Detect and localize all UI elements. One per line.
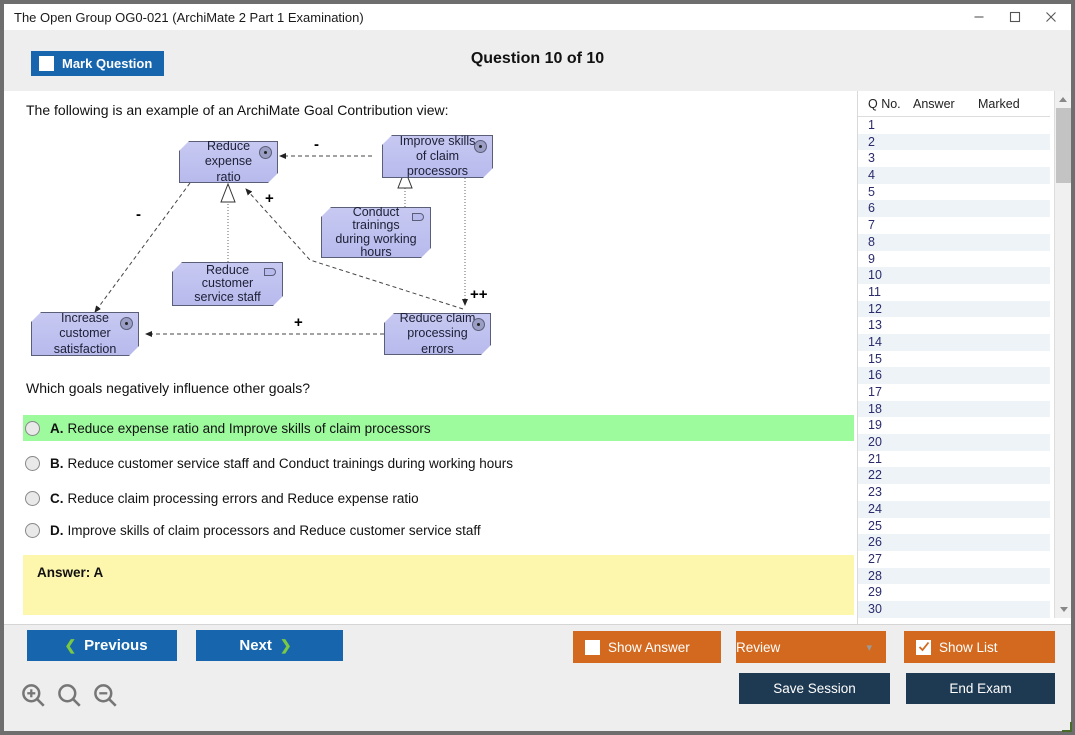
svg-text:-: - bbox=[314, 136, 319, 153]
svg-text:+: + bbox=[294, 314, 303, 331]
svg-text:+: + bbox=[265, 190, 274, 207]
svg-text:-: - bbox=[136, 206, 141, 223]
svg-text:++: ++ bbox=[470, 286, 488, 303]
